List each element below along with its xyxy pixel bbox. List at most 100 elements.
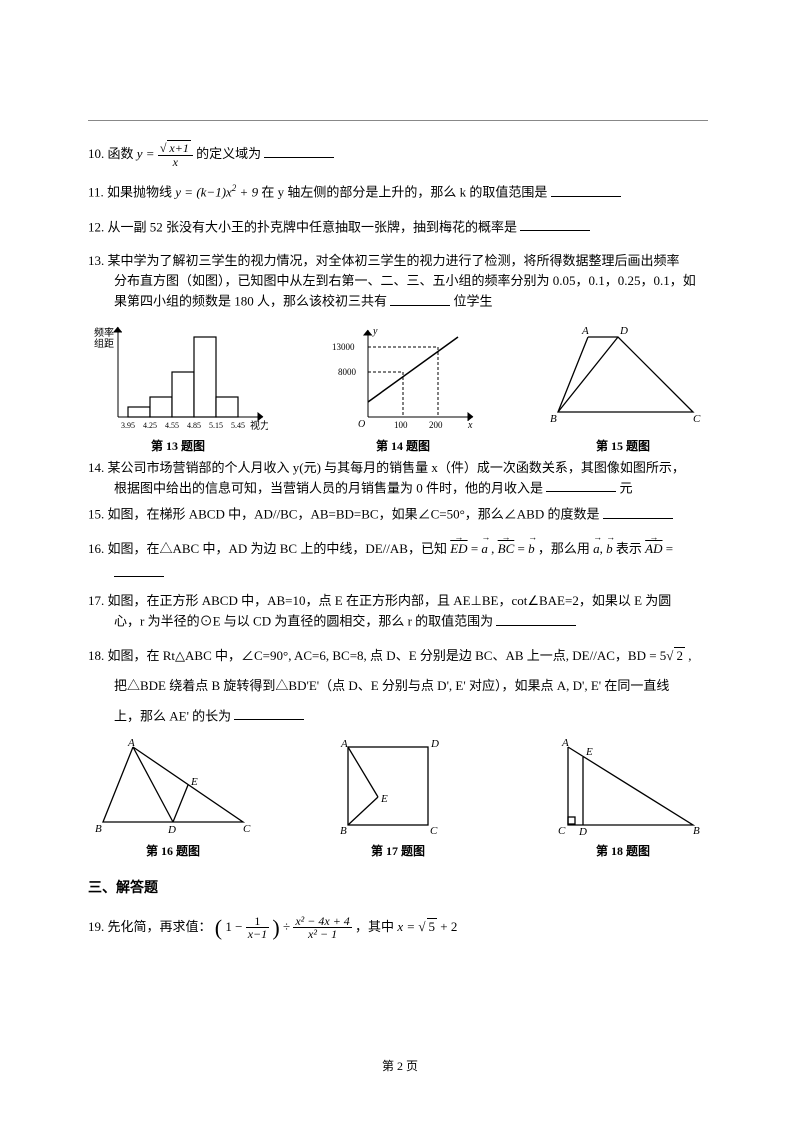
fig13-caption: 第 13 题图	[88, 437, 268, 454]
svg-text:C: C	[693, 413, 701, 425]
fig15-caption: 第 15 题图	[538, 437, 708, 454]
q12-text: 12. 从一副 52 张没有大小王的扑克牌中任意抽取一张牌，抽到梅花的概率是	[88, 219, 517, 234]
q16-bc: BC	[498, 539, 515, 559]
q17-l2: 心，r 为半径的⊙E 与以 CD 为直径的圆相交，那么 r 的取值范围为	[88, 611, 708, 631]
question-19: 19. 先化简，再求值： ( 1 − 1 x−1 ) ÷ x² − 4x + 4…	[88, 911, 708, 945]
q16-ad: AD	[645, 539, 662, 559]
q10-y: y =	[137, 146, 158, 161]
fig-18: A E C D B 第 18 题图	[538, 737, 708, 859]
svg-text:5.15: 5.15	[209, 421, 223, 430]
q13-blank	[390, 291, 450, 305]
q13-l3: 果第四小组的频数是 180 人，那么该校初三共有 位学生	[88, 291, 708, 311]
q18-l1a: 18. 如图，在 Rt△ABC 中，∠C=90°, AC=6, BC=8, 点 …	[88, 648, 666, 663]
fig-17: A D E B C 第 17 题图	[323, 737, 473, 859]
svg-text:D: D	[578, 826, 587, 837]
fig-15: A D B C 第 15 题图	[538, 322, 708, 454]
svg-text:3.95: 3.95	[121, 421, 135, 430]
q16-prefix: 16. 如图，在△ABC 中，AD 为边 BC 上的中线，DE//AB，已知	[88, 541, 450, 556]
svg-text:B: B	[693, 825, 700, 837]
q10-prefix: 10. 函数	[88, 146, 137, 161]
q13-l1: 13. 某中学为了解初三学生的视力情况，对全体初三学生的视力进行了检测，将所得数…	[88, 253, 680, 268]
q11-blank	[551, 182, 621, 196]
q19-lparen: (	[215, 915, 222, 940]
q18-l3: 上，那么 AE' 的长为	[88, 706, 708, 726]
svg-text:B: B	[550, 413, 557, 425]
q10-frac: x+1 x	[158, 142, 193, 168]
q16-blank	[114, 563, 164, 577]
fig-18-svg: A E C D B	[538, 737, 708, 837]
q13-l2: 分布直方图（如图），已知图中从左到右第一、二、三、五小组的频率分别为 0.05，…	[88, 271, 708, 291]
q19-frac1: 1 x−1	[246, 915, 269, 941]
figure-row-2: A E B D C 第 16 题图 A D E B C 第 17 题	[88, 737, 708, 859]
fig13-ylabel-2: 组距	[94, 337, 114, 350]
question-17: 17. 如图，在正方形 ABCD 中，AB=10，点 E 在正方形内部，且 AE…	[88, 591, 708, 632]
svg-text:A: A	[561, 737, 569, 749]
q14-l2: 根据图中给出的信息可知，当营销人员的月销售量为 0 件时，他的月收入是 元	[88, 478, 708, 498]
svg-text:D: D	[619, 325, 628, 337]
fig17-caption: 第 17 题图	[323, 842, 473, 859]
svg-text:4.85: 4.85	[187, 421, 201, 430]
svg-text:13000: 13000	[332, 342, 355, 352]
fig13-xlabel: 视力	[250, 419, 268, 432]
fig14-caption: 第 14 题图	[328, 437, 478, 454]
fig-14-svg: 13000 8000 100 200 x y O	[328, 322, 478, 432]
svg-text:A: A	[127, 737, 135, 749]
svg-text:C: C	[558, 825, 566, 837]
q12-blank	[520, 217, 590, 231]
q18-blank	[234, 706, 304, 720]
fig18-caption: 第 18 题图	[538, 842, 708, 859]
q16-ed: ED	[450, 539, 467, 559]
fig13-ylabel-1: 频率	[94, 326, 114, 339]
svg-text:4.55: 4.55	[165, 421, 179, 430]
svg-text:E: E	[380, 793, 388, 805]
q17-l1: 17. 如图，在正方形 ABCD 中，AB=10，点 E 在正方形内部，且 AE…	[88, 593, 671, 608]
q10-blank	[264, 144, 334, 158]
svg-text:A: A	[581, 325, 589, 337]
fig-13-svg: 频率 组距 视力 3.95 4.25 4.55 4.85 5.15 5.45	[88, 322, 268, 432]
question-14: 14. 某公司市场营销部的个人月收入 y(元) 与其每月的销售量 x（件）成一次…	[88, 458, 708, 499]
svg-text:100: 100	[394, 420, 408, 430]
svg-text:B: B	[340, 825, 347, 837]
fig-17-svg: A D E B C	[323, 737, 473, 837]
q11-b: 在 y 轴左侧的部分是上升的，那么 k 的取值范围是	[261, 185, 547, 200]
q10-suffix: 的定义域为	[196, 146, 261, 161]
question-12: 12. 从一副 52 张没有大小王的扑克牌中任意抽取一张牌，抽到梅花的概率是	[88, 217, 708, 237]
svg-text:x: x	[467, 420, 473, 431]
page-number: 第 2 页	[0, 1057, 800, 1074]
question-10: 10. 函数 y = x+1 x 的定义域为	[88, 142, 708, 168]
svg-text:C: C	[243, 823, 251, 835]
question-13: 13. 某中学为了解初三学生的视力情况，对全体初三学生的视力进行了检测，将所得数…	[88, 251, 708, 312]
q11-formula: y = (k−1)x	[175, 185, 232, 200]
svg-text:B: B	[95, 823, 102, 835]
q18-l2: 把△BDE 绕着点 B 旋转得到△BD'E'（点 D、E 分别与点 D', E'…	[88, 676, 708, 696]
q19-frac2: x² − 4x + 4 x² − 1	[293, 915, 351, 941]
q19-rparen: )	[272, 915, 279, 940]
fig-16: A E B D C 第 16 题图	[88, 737, 258, 859]
svg-text:A: A	[340, 738, 348, 750]
question-15: 15. 如图，在梯形 ABCD 中，AD//BC，AB=BD=BC，如果∠C=5…	[88, 504, 708, 524]
question-18: 18. 如图，在 Rt△ABC 中，∠C=90°, AC=6, BC=8, 点 …	[88, 646, 708, 727]
fig-14: 13000 8000 100 200 x y O 第 14 题图	[328, 322, 478, 454]
q19-prefix: 19. 先化简，再求值：	[88, 919, 212, 934]
q15-blank	[603, 504, 673, 518]
figure-row-1: 频率 组距 视力 3.95 4.25 4.55 4.85 5.15 5.45 第…	[88, 322, 708, 454]
q11-a: 11. 如果抛物线	[88, 185, 175, 200]
question-16: 16. 如图，在△ABC 中，AD 为边 BC 上的中线，DE//AB，已知 E…	[88, 539, 708, 577]
q19-sqrt5: 5	[418, 917, 437, 937]
fig-13: 频率 组距 视力 3.95 4.25 4.55 4.85 5.15 5.45 第…	[88, 322, 268, 454]
svg-text:E: E	[190, 776, 198, 788]
svg-text:D: D	[430, 738, 439, 750]
fig-15-svg: A D B C	[538, 322, 708, 432]
svg-text:D: D	[167, 824, 176, 836]
svg-text:E: E	[585, 746, 593, 758]
q17-blank	[496, 611, 576, 625]
svg-text:O: O	[358, 419, 365, 430]
svg-text:200: 200	[429, 420, 443, 430]
q14-l1: 14. 某公司市场营销部的个人月收入 y(元) 与其每月的销售量 x（件）成一次…	[88, 460, 685, 475]
q16-b: b	[528, 539, 535, 559]
q10-den: x	[158, 156, 193, 169]
question-11: 11. 如果抛物线 y = (k−1)x2 + 9 在 y 轴左侧的部分是上升的…	[88, 182, 708, 202]
q14-blank	[546, 478, 616, 492]
q10-num: x+1	[158, 142, 193, 156]
svg-text:8000: 8000	[338, 367, 357, 377]
